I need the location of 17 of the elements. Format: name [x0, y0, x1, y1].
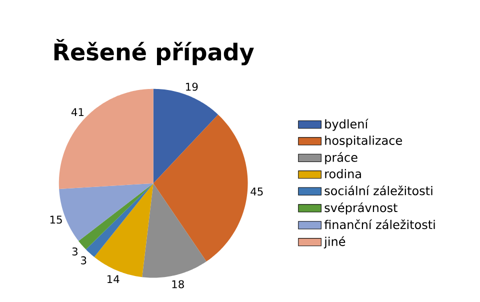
- chart-title: Řešené případy: [54, 38, 254, 66]
- data-label: 14: [107, 275, 120, 283]
- legend-label: finanční záležitosti: [324, 219, 435, 230]
- legend-label: bydlení: [325, 118, 368, 131]
- data-label: 3: [81, 256, 86, 264]
- legend-label: hospitalizace: [325, 136, 402, 148]
- data-label: 19: [186, 82, 198, 91]
- legend-label: sociální záležitosti: [324, 186, 432, 196]
- data-label: 45: [250, 188, 263, 196]
- legend-label: svéprávnost: [324, 202, 398, 215]
- data-label: 18: [172, 280, 184, 288]
- legend-label: práce: [325, 152, 358, 164]
- data-label: 41: [71, 108, 84, 116]
- data-label: 15: [50, 216, 62, 224]
- legend-label: jiné: [324, 236, 346, 248]
- legend-label: rodina: [325, 169, 361, 178]
- data-label: 3: [72, 247, 78, 256]
